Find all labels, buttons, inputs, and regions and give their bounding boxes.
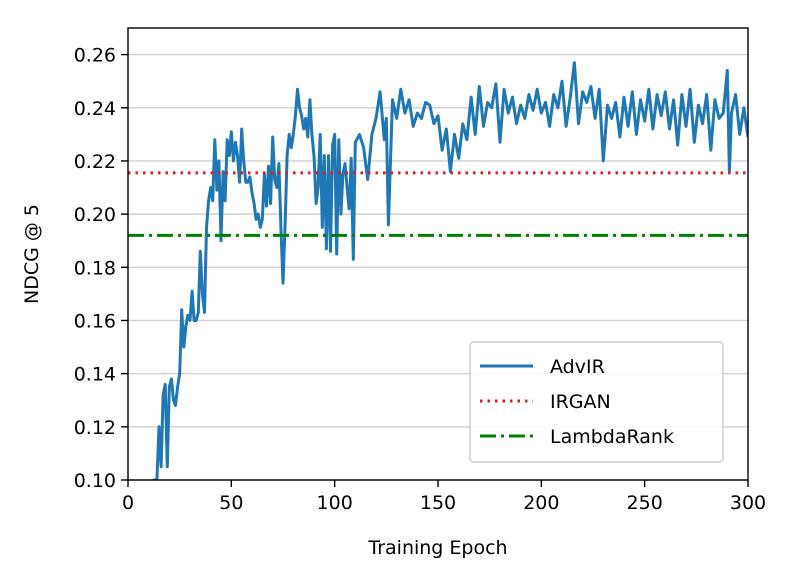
x-tick-label: 100 xyxy=(317,492,353,514)
legend: AdvIR IRGAN LambdaRank xyxy=(469,341,724,463)
legend-label-advir: AdvIR xyxy=(550,356,605,378)
y-tick-label: 0.16 xyxy=(74,310,116,332)
legend-box xyxy=(469,341,724,463)
x-tick-label: 200 xyxy=(523,492,559,514)
y-tick-label: 0.24 xyxy=(74,98,116,120)
y-tick-label: 0.18 xyxy=(74,257,116,279)
legend-label-lambdarank: LambdaRank xyxy=(550,426,674,448)
x-tick-label: 150 xyxy=(420,492,456,514)
y-axis-title: NDCG @ 5 xyxy=(21,204,43,304)
y-tick-label: 0.26 xyxy=(74,45,116,67)
legend-label-irgan: IRGAN xyxy=(550,391,611,413)
y-tick-label: 0.14 xyxy=(74,364,116,386)
x-tick-label: 250 xyxy=(627,492,663,514)
y-tick-label: 0.10 xyxy=(74,470,116,492)
y-tick-label: 0.22 xyxy=(74,151,116,173)
y-axis: 0.10 0.12 0.14 0.16 0.18 0.20 0.22 0.24 0.26 xyxy=(74,45,128,492)
x-axis: 0 50 100 150 200 250 300 xyxy=(122,480,766,514)
y-tick-label: 0.20 xyxy=(74,204,116,226)
x-axis-title: Training Epoch xyxy=(367,537,507,559)
x-tick-label: 300 xyxy=(730,492,766,514)
x-tick-label: 50 xyxy=(219,492,243,514)
grid-lines xyxy=(128,53,748,481)
series-line-advir xyxy=(152,61,748,480)
x-tick-label: 0 xyxy=(122,492,134,514)
y-tick-label: 0.12 xyxy=(74,417,116,439)
series-layer xyxy=(128,61,748,480)
